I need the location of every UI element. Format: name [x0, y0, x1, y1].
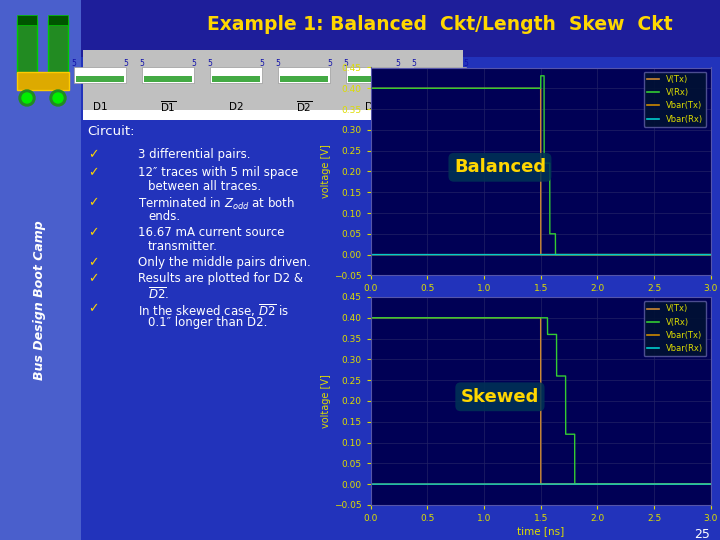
Bar [17, 20, 37, 75]
Bar [212, 76, 260, 82]
Text: D3: D3 [365, 102, 379, 112]
Text: Only the middle pairs driven.: Only the middle pairs driven. [138, 256, 311, 269]
Text: 3 differential pairs.: 3 differential pairs. [138, 148, 251, 161]
Bar [48, 15, 68, 25]
Text: 16.67 mA current source: 16.67 mA current source [138, 226, 284, 239]
Bar [346, 67, 398, 83]
Bar [74, 67, 126, 83]
Bar [17, 72, 69, 90]
Bar [144, 76, 192, 82]
Bar [83, 110, 463, 120]
Text: ✓: ✓ [88, 166, 99, 179]
Text: Results are plotted for D2 &: Results are plotted for D2 & [138, 272, 303, 285]
Legend: V(Tx), V(Rx), Vbar(Tx), Vbar(Rx): V(Tx), V(Rx), Vbar(Tx), Vbar(Rx) [644, 301, 706, 356]
Text: Bus Design Boot Camp: Bus Design Boot Camp [34, 220, 47, 380]
Bar [17, 15, 37, 25]
Text: 5: 5 [260, 58, 264, 68]
X-axis label: time [ns]: time [ns] [517, 526, 564, 536]
Bar [414, 67, 466, 83]
Bar [76, 76, 124, 82]
Text: ✓: ✓ [88, 272, 99, 285]
Text: ✓: ✓ [88, 226, 99, 239]
Text: $\overline{\mathrm{D3}}$: $\overline{\mathrm{D3}}$ [432, 100, 449, 114]
Legend: V(Tx), V(Rx), Vbar(Tx), Vbar(Rx): V(Tx), V(Rx), Vbar(Tx), Vbar(Rx) [644, 72, 706, 127]
Text: In the skewed case, $\overline{D2}$ is: In the skewed case, $\overline{D2}$ is [138, 302, 289, 319]
Text: $\overline{D2}$.: $\overline{D2}$. [148, 286, 169, 302]
Text: 5: 5 [412, 58, 416, 68]
Bar [278, 67, 330, 83]
Y-axis label: voltage [V]: voltage [V] [321, 374, 331, 428]
Text: Example 1: Balanced  Ckt/Length  Skew  Ckt: Example 1: Balanced Ckt/Length Skew Ckt [207, 15, 672, 34]
Text: D2: D2 [229, 102, 243, 112]
Text: ✓: ✓ [88, 302, 99, 315]
Circle shape [50, 90, 66, 106]
Text: 5: 5 [192, 58, 197, 68]
Text: ✓: ✓ [88, 148, 99, 161]
Text: ends.: ends. [148, 210, 180, 223]
Circle shape [22, 93, 32, 103]
Bar [48, 20, 68, 75]
Text: 25: 25 [694, 528, 710, 540]
Text: transmitter.: transmitter. [148, 240, 218, 253]
Text: 5: 5 [464, 58, 469, 68]
Bar [210, 67, 262, 83]
Text: 5: 5 [343, 58, 348, 68]
Text: Skewed: Skewed [461, 388, 539, 406]
Text: 5: 5 [276, 58, 280, 68]
Text: $\overline{\mathrm{D2}}$: $\overline{\mathrm{D2}}$ [296, 100, 312, 114]
Text: Balanced: Balanced [454, 158, 546, 176]
Text: Circuit:: Circuit: [87, 125, 135, 138]
Bar [348, 76, 396, 82]
Text: ✓: ✓ [88, 196, 99, 209]
Text: 5: 5 [140, 58, 145, 68]
X-axis label: time [ns]: time [ns] [517, 296, 564, 306]
Circle shape [19, 90, 35, 106]
Bar [416, 76, 464, 82]
Text: ✓: ✓ [88, 256, 99, 269]
Text: Terminated in $Z_{odd}$ at both: Terminated in $Z_{odd}$ at both [138, 196, 295, 212]
Text: 5: 5 [328, 58, 333, 68]
Text: between all traces.: between all traces. [148, 180, 261, 193]
Text: 5: 5 [395, 58, 400, 68]
Text: D1: D1 [93, 102, 107, 112]
Text: 0.1″ longer than D2.: 0.1″ longer than D2. [148, 316, 267, 329]
Text: 5: 5 [124, 58, 128, 68]
Bar [142, 67, 194, 83]
Text: 5: 5 [207, 58, 212, 68]
Bar [280, 76, 328, 82]
Bar [83, 50, 463, 115]
Text: 12″ traces with 5 mil space: 12″ traces with 5 mil space [138, 166, 298, 179]
Y-axis label: voltage [V]: voltage [V] [321, 145, 331, 198]
Text: $\overline{\mathrm{D1}}$: $\overline{\mathrm{D1}}$ [160, 100, 176, 114]
Text: 5: 5 [71, 58, 76, 68]
Circle shape [53, 93, 63, 103]
